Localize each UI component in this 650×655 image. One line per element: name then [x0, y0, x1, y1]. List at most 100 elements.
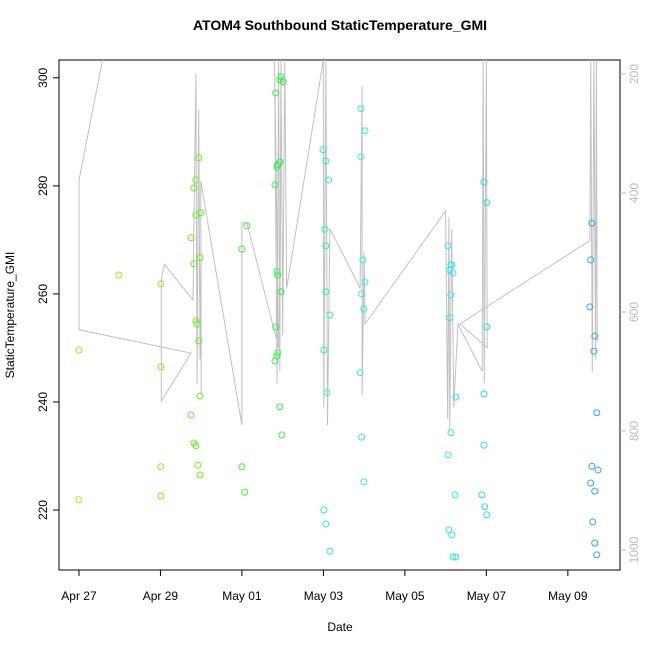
point — [586, 303, 594, 311]
point — [190, 184, 198, 192]
point — [187, 411, 195, 419]
point — [322, 520, 330, 528]
x-tick-label: May 01 — [222, 589, 262, 603]
point — [591, 487, 599, 495]
point — [192, 317, 200, 325]
point — [320, 506, 328, 514]
point — [591, 539, 599, 547]
y-tick-label: 240 — [36, 392, 50, 412]
point — [357, 153, 365, 161]
x-tick-label: May 07 — [467, 589, 507, 603]
point — [360, 478, 368, 486]
point — [446, 314, 454, 322]
point — [356, 369, 364, 377]
point — [272, 89, 280, 97]
point — [444, 242, 452, 250]
point — [326, 547, 334, 555]
point — [588, 219, 596, 227]
point — [361, 127, 369, 135]
chart-title: ATOM4 Southbound StaticTemperature_GMI — [193, 17, 487, 33]
point — [274, 271, 282, 279]
x-tick-label: May 09 — [548, 589, 588, 603]
x-axis-label: Date — [327, 620, 353, 634]
point — [449, 553, 457, 561]
point — [480, 441, 488, 449]
point — [322, 242, 330, 250]
point — [588, 462, 596, 470]
point — [278, 431, 286, 439]
point — [357, 105, 365, 113]
y2-tick-label: 400 — [627, 183, 641, 203]
point — [196, 392, 204, 400]
point — [196, 254, 204, 262]
point — [452, 393, 460, 401]
point — [449, 269, 457, 277]
point — [594, 466, 602, 474]
point — [75, 346, 83, 354]
y-tick-label: 220 — [36, 500, 50, 520]
point — [358, 433, 366, 441]
point — [272, 323, 280, 331]
point — [194, 461, 202, 469]
point — [361, 278, 369, 286]
point — [480, 178, 488, 186]
plot-frame — [58, 59, 621, 571]
point — [192, 442, 200, 450]
point — [277, 288, 285, 296]
point — [196, 471, 204, 479]
x-tick-label: Apr 27 — [61, 589, 97, 603]
point — [273, 268, 281, 276]
y-tick-label: 280 — [36, 176, 50, 196]
point — [276, 403, 284, 411]
point — [322, 157, 330, 165]
point — [271, 181, 279, 189]
y-tick-label: 300 — [36, 67, 50, 87]
point — [279, 78, 287, 86]
y2-tick-label: 800 — [627, 421, 641, 441]
plot-area — [75, 60, 602, 561]
point — [593, 409, 601, 417]
point — [187, 234, 195, 242]
point — [192, 176, 200, 184]
y-tick-label: 260 — [36, 284, 50, 304]
point — [359, 256, 367, 264]
point — [480, 390, 488, 398]
point — [322, 288, 330, 296]
point — [157, 280, 165, 288]
point — [325, 176, 333, 184]
x-tick-label: Apr 29 — [143, 589, 179, 603]
point — [590, 347, 598, 355]
point — [483, 323, 491, 331]
point — [478, 491, 486, 499]
point — [447, 261, 455, 269]
point — [320, 346, 328, 354]
point — [157, 463, 165, 471]
trace-line — [78, 60, 598, 432]
point — [115, 271, 123, 279]
point — [451, 491, 459, 499]
point — [593, 551, 601, 559]
point — [243, 222, 251, 230]
point — [75, 496, 83, 504]
point — [589, 518, 597, 526]
point — [360, 305, 368, 313]
point — [452, 553, 460, 561]
y2-tick-label: 1000 — [627, 536, 641, 563]
y-axis-label: StaticTemperature_GMI — [3, 252, 17, 379]
point — [483, 511, 491, 519]
point — [323, 389, 331, 397]
y2-tick-label: 200 — [627, 64, 641, 84]
point — [447, 429, 455, 437]
point — [274, 349, 282, 357]
point — [273, 163, 281, 171]
point — [321, 225, 329, 233]
point — [190, 260, 198, 268]
point — [157, 492, 165, 500]
point — [157, 363, 165, 371]
point — [591, 332, 599, 340]
point — [238, 245, 246, 253]
point — [271, 357, 279, 365]
y2-tick-label: 600 — [627, 302, 641, 322]
point — [447, 291, 455, 299]
point — [358, 290, 366, 298]
